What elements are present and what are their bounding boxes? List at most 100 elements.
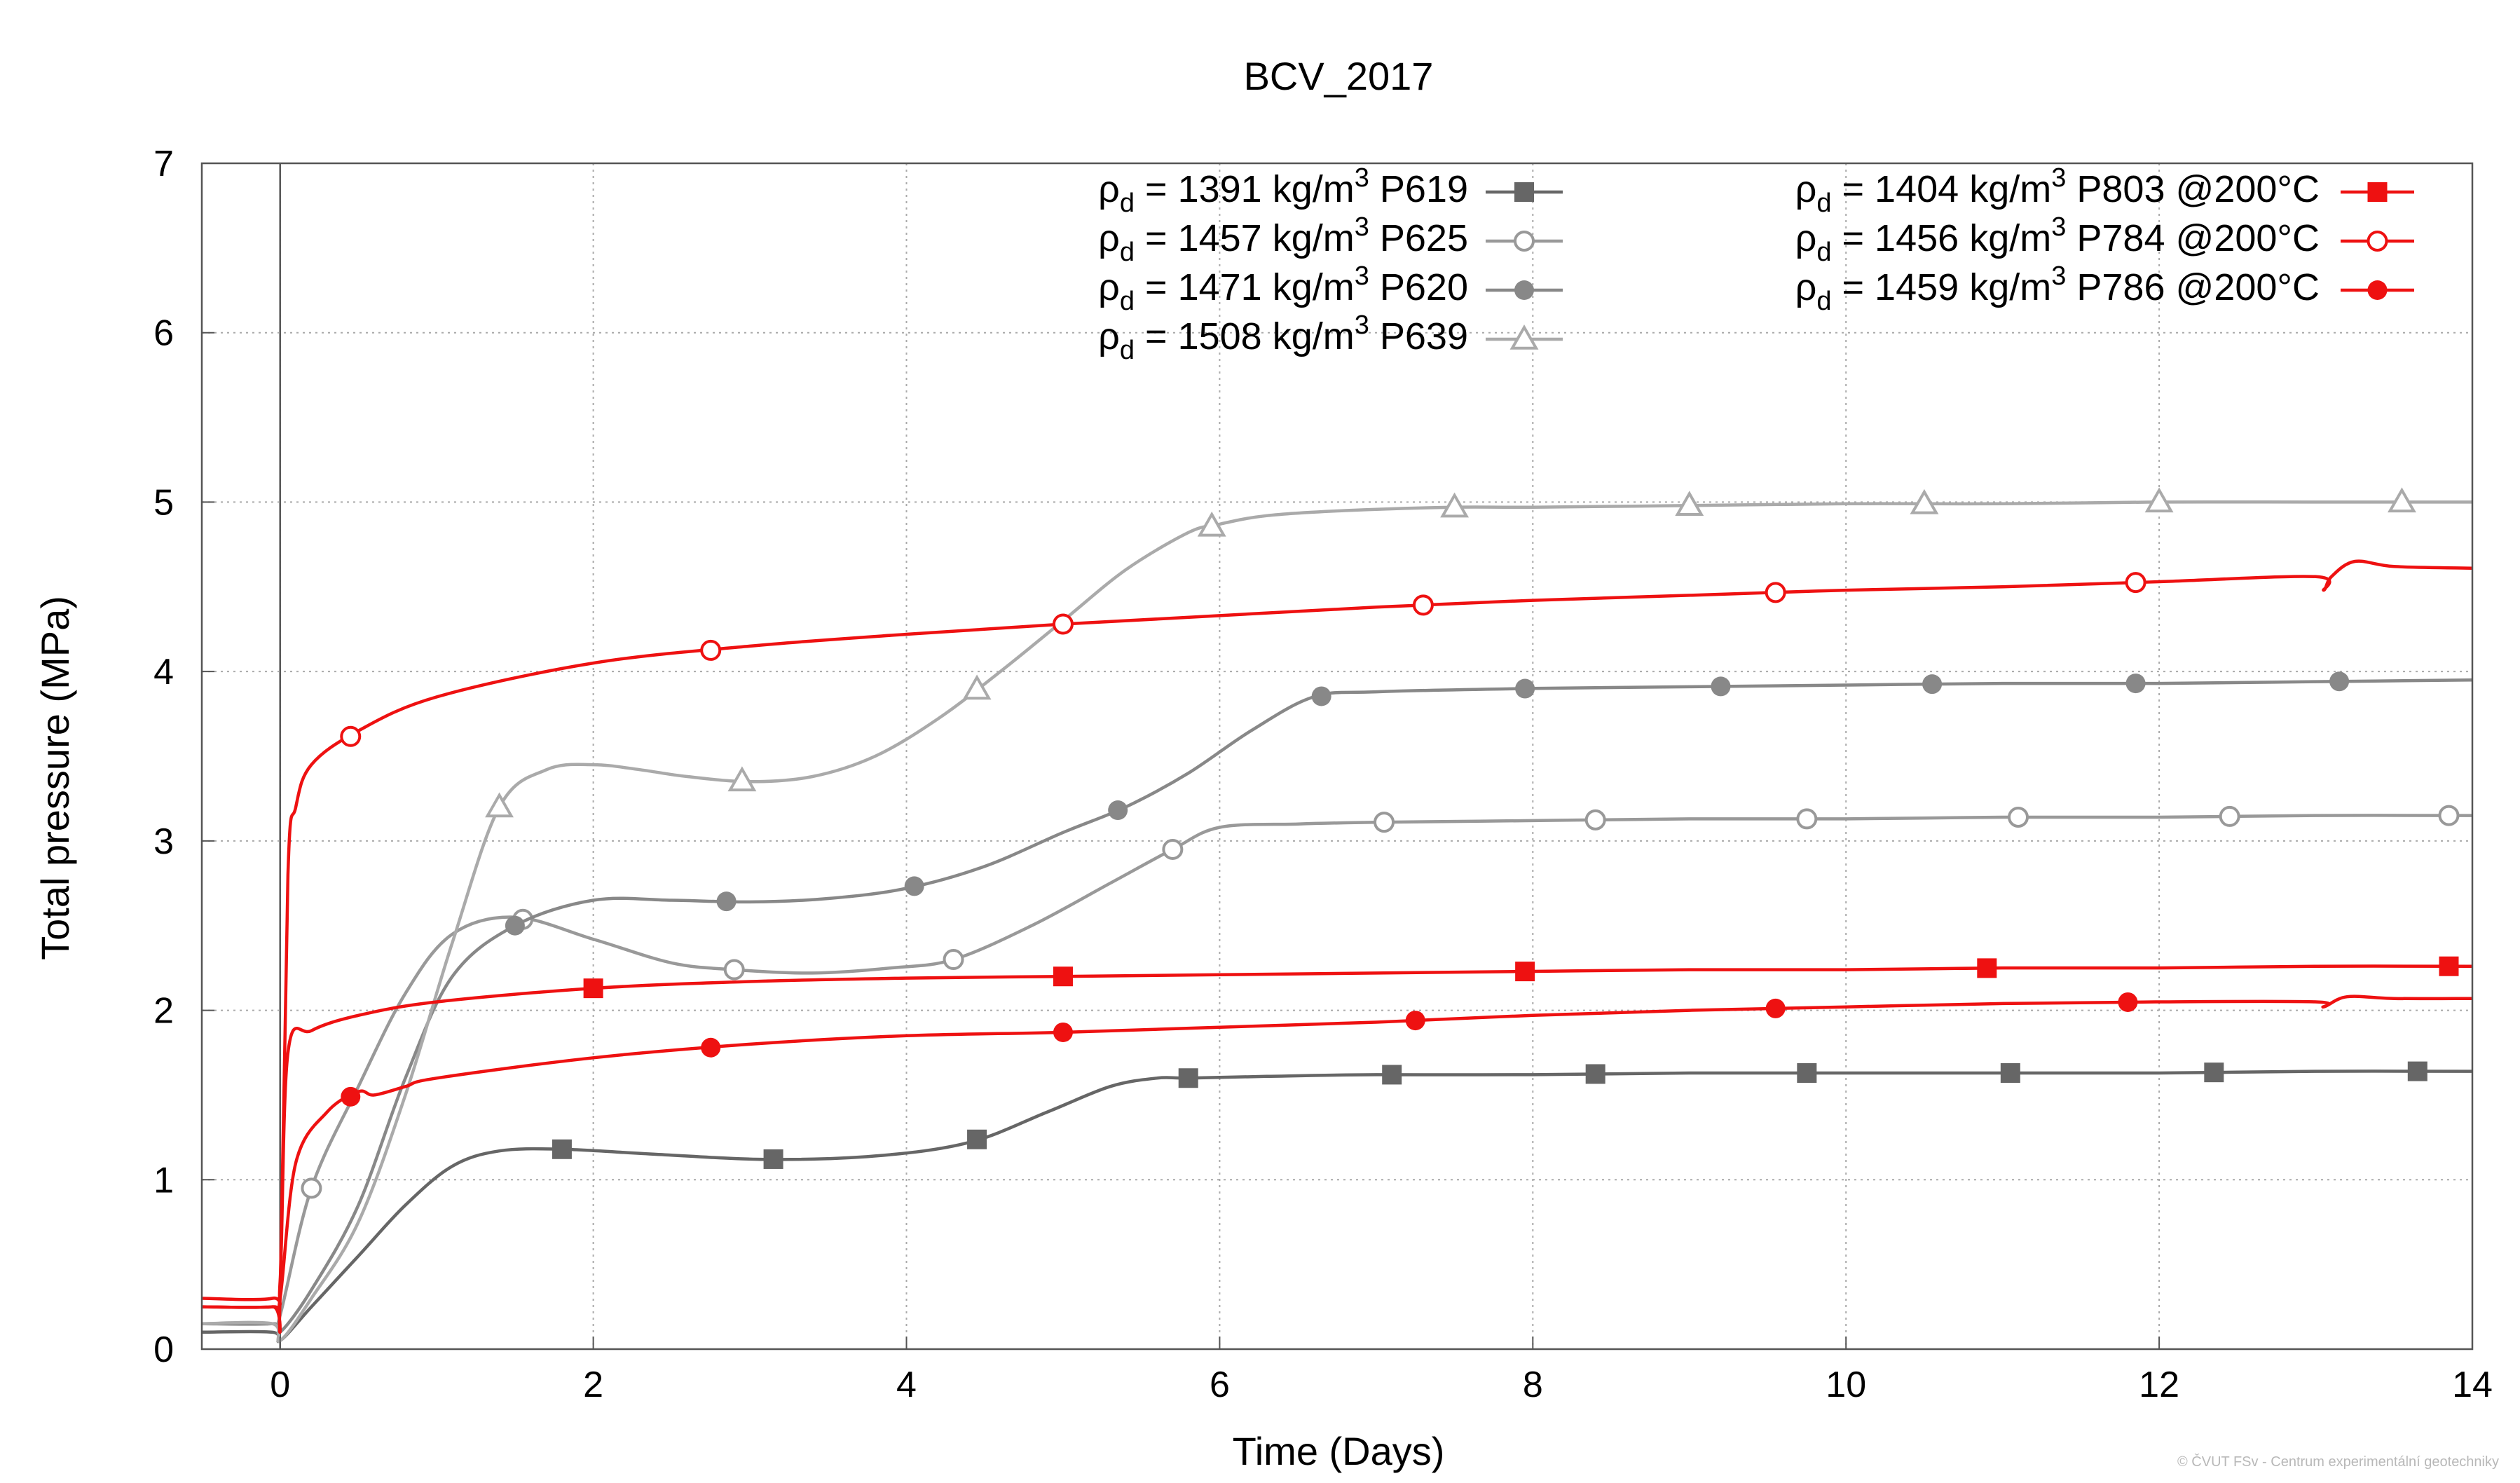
y-tick-label: 1 [153, 1160, 174, 1201]
point-marker-P786 [1053, 1022, 1073, 1042]
point-marker-P803 [1053, 966, 1073, 987]
point-marker-P784 [2125, 572, 2146, 594]
plot-frame [200, 162, 2474, 1351]
point-marker-P620 [1711, 676, 1731, 697]
point-marker-P625 [1162, 838, 1184, 860]
x-tick-label: 14 [2452, 1365, 2493, 1405]
point-marker-P625 [2008, 807, 2029, 828]
point-marker-P786 [701, 1037, 721, 1058]
point-marker-P784 [1412, 594, 1434, 616]
x-tick-label: 0 [270, 1365, 290, 1405]
point-marker-P619 [552, 1139, 572, 1159]
point-marker-P784 [700, 639, 722, 661]
point-marker-P639 [485, 792, 514, 818]
point-marker-P786 [1405, 1011, 1425, 1031]
point-marker-P639 [727, 766, 757, 792]
y-tick-label: 2 [153, 991, 174, 1032]
point-marker-P625 [943, 949, 964, 971]
point-marker-P625 [1584, 809, 1606, 831]
x-axis-label: Time (Days) [1233, 1429, 1445, 1473]
point-marker-P639 [1440, 492, 1470, 518]
y-tick-label: 4 [153, 652, 174, 692]
legend-label-P786: ρd = 1459 kg/m3 P786 @200°C [1795, 261, 2320, 316]
legend-label-P803: ρd = 1404 kg/m3 P803 @200°C [1795, 163, 2320, 218]
series-line-P786 [201, 995, 2473, 1313]
series-line-P784 [201, 559, 2473, 1334]
point-marker-P639 [1197, 511, 1226, 537]
x-tick-label: 10 [1826, 1365, 1866, 1405]
legend-marker-P625 [1514, 231, 1535, 252]
x-tick-label: 2 [583, 1365, 603, 1405]
legend-label-P784: ρd = 1456 kg/m3 P784 @200°C [1795, 212, 2320, 267]
point-marker-P619 [2204, 1062, 2224, 1083]
point-marker-P639 [2388, 487, 2416, 513]
point-marker-P786 [2118, 992, 2138, 1012]
series-line-P620 [201, 678, 2473, 1335]
chart-title: BCV_2017 [1244, 54, 1434, 98]
series-line-P625 [201, 814, 2473, 1330]
legend-label-P620: ρd = 1471 kg/m3 P620 [1098, 261, 1468, 316]
point-marker-P620 [1311, 686, 1331, 706]
point-marker-P639 [1675, 491, 1704, 517]
point-marker-P619 [1382, 1065, 1402, 1085]
point-marker-P620 [505, 915, 525, 936]
legend-marker-P786 [2367, 280, 2388, 300]
y-tick-label: 0 [153, 1330, 174, 1370]
series-group [201, 487, 2473, 1344]
point-marker-P619 [763, 1149, 783, 1169]
point-marker-P625 [301, 1177, 322, 1199]
point-marker-P620 [1922, 674, 1943, 695]
grid [202, 163, 2472, 1349]
point-marker-P619 [2000, 1063, 2020, 1084]
point-marker-P620 [716, 891, 737, 912]
legend-marker-P619 [1514, 182, 1534, 202]
point-marker-P803 [1515, 962, 1535, 982]
series-line-P639 [201, 500, 2472, 1344]
point-marker-P620 [904, 876, 924, 896]
point-marker-P803 [1977, 958, 1997, 978]
point-marker-P639 [962, 674, 992, 700]
point-marker-P803 [2439, 956, 2459, 976]
legend-marker-P620 [1514, 280, 1534, 300]
point-marker-P784 [340, 725, 362, 747]
point-marker-P625 [723, 959, 745, 980]
legend-marker-P803 [2367, 182, 2388, 202]
x-tick-label: 4 [896, 1365, 917, 1405]
point-marker-P784 [1052, 613, 1074, 635]
point-marker-P625 [2438, 805, 2460, 826]
point-marker-P803 [583, 978, 603, 999]
point-marker-P786 [1765, 998, 1786, 1018]
point-marker-P620 [1515, 678, 1535, 699]
point-marker-P619 [1178, 1068, 1198, 1088]
legend-marker-P639 [1509, 324, 1539, 350]
y-tick-label: 6 [153, 313, 174, 354]
point-marker-P619 [1797, 1063, 1817, 1084]
point-marker-P639 [2144, 487, 2174, 513]
series-line-P619 [201, 1069, 2473, 1344]
point-marker-P620 [1108, 800, 1128, 821]
legend-label-P619: ρd = 1391 kg/m3 P619 [1098, 163, 1468, 218]
point-marker-P625 [1374, 812, 1395, 833]
point-marker-P639 [1910, 488, 1939, 514]
point-marker-P619 [967, 1129, 987, 1149]
point-marker-P619 [1585, 1064, 1605, 1084]
y-tick-label: 7 [153, 144, 174, 184]
point-marker-P619 [2407, 1061, 2427, 1081]
series-line-P803 [201, 964, 2473, 1306]
y-axis-label: Total pressure (MPa) [33, 596, 77, 960]
x-tick-label: 8 [1523, 1365, 1543, 1405]
y-tick-label: 5 [153, 482, 174, 523]
x-tick-label: 12 [2139, 1365, 2179, 1405]
point-marker-P625 [2219, 805, 2240, 827]
copyright-text: © ČVUT FSv - Centrum experimentální geot… [2177, 1454, 2499, 1470]
y-tick-label: 3 [153, 821, 174, 862]
legend-label-P639: ρd = 1508 kg/m3 P639 [1098, 310, 1468, 365]
x-tick-label: 6 [1210, 1365, 1230, 1405]
legend-label-P625: ρd = 1457 kg/m3 P625 [1098, 212, 1468, 267]
point-marker-P786 [341, 1086, 361, 1107]
legend-marker-P784 [2367, 231, 2388, 252]
point-marker-P625 [1796, 808, 1818, 830]
